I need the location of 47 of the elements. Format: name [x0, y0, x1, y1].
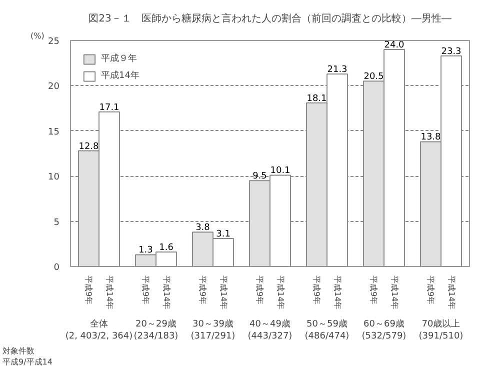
- text: 平成9年: [255, 276, 264, 305]
- text: 平成14年: [104, 276, 114, 310]
- y-tick-label: 10: [48, 172, 60, 183]
- text: 平成9年: [312, 276, 322, 305]
- text: 平成9年: [84, 276, 94, 305]
- x-tick-label: 20～29歳 (234/183): [134, 318, 178, 342]
- text: 平成14年: [162, 276, 171, 310]
- data-label: 1.3: [138, 246, 153, 256]
- data-label: 3.1: [216, 229, 230, 240]
- legend-label: 平成９年: [101, 52, 137, 65]
- y-tick-label: 15: [48, 127, 60, 138]
- x-tick-label: 全体 (2, 403/2, 364): [65, 318, 133, 342]
- data-label: 10.1: [270, 166, 290, 176]
- data-label: 20.5: [364, 72, 384, 82]
- y-tick-label: 25: [48, 37, 60, 47]
- text: 対象件数: [2, 346, 34, 356]
- x-tick-label: 30～39歳 (317/291): [190, 318, 236, 342]
- data-label: 1.6: [159, 243, 174, 254]
- data-label: 9.5: [252, 172, 267, 182]
- data-label: 23.3: [441, 46, 462, 57]
- y-tick-label: 20: [48, 82, 60, 92]
- chart-title: 図23－１ 医師から糖尿病と言われた人の割合（前回の調査との比較）―男性―: [88, 12, 452, 24]
- data-label: 13.8: [420, 132, 442, 143]
- text: 平成14年: [332, 276, 342, 310]
- text: 平成14年: [390, 276, 399, 310]
- data-label: 21.3: [327, 64, 348, 75]
- text: 平成14年: [446, 276, 456, 310]
- y-tick-label: 5: [54, 218, 60, 228]
- text: 平成14年: [276, 276, 285, 310]
- y-axis-title: (%): [30, 32, 44, 40]
- data-label: 3.8: [196, 223, 210, 234]
- x-tick-label: 50～59歳 (486/474): [304, 318, 350, 342]
- y-tick-label: 0: [54, 263, 60, 273]
- text: 平成14年: [218, 276, 228, 310]
- text: 平成9年: [426, 276, 436, 305]
- text: 平成9年: [141, 276, 150, 305]
- x-tick-label: 70歳以上 (391/510): [418, 318, 464, 342]
- data-label: 17.1: [99, 102, 120, 113]
- legend-label: 平成14年: [101, 70, 140, 82]
- data-label: 12.8: [78, 142, 100, 152]
- x-tick-label: 40～49歳 (443/327): [248, 318, 292, 342]
- text: 平成9年: [198, 276, 208, 305]
- text: 平成9/平成14: [2, 358, 52, 366]
- data-label: 24.0: [384, 40, 405, 51]
- x-tick-label: 60～69歳 (532/579): [362, 318, 406, 342]
- data-label: 18.1: [306, 94, 327, 104]
- text: 平成9年: [369, 276, 378, 305]
